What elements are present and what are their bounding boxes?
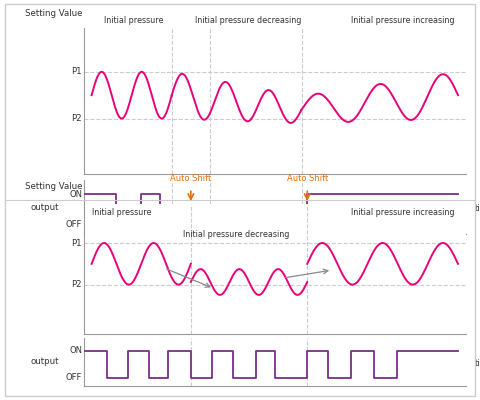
Text: P2: P2 [72,280,82,289]
Text: P1: P1 [72,238,82,248]
Text: P2: P2 [72,114,82,123]
Text: ON: ON [69,346,82,355]
Text: Initial pressure increasing: Initial pressure increasing [351,16,454,25]
Text: Initial pressure decreasing: Initial pressure decreasing [183,230,290,239]
Text: Auto Shift: Auto Shift [170,174,212,183]
Text: Initial pressure decreasing: Initial pressure decreasing [195,16,301,25]
Text: time: time [475,358,480,368]
Text: ON: ON [69,190,82,198]
Text: output: output [31,358,59,366]
Text: Auto Shift: Auto Shift [287,174,328,183]
Text: Initial pressure: Initial pressure [104,16,163,25]
Text: Setting Value: Setting Value [24,9,82,18]
Text: OFF: OFF [66,373,82,382]
Text: time: time [475,204,480,213]
Text: P1: P1 [72,67,82,76]
Text: output: output [31,202,59,212]
Text: OFF: OFF [66,220,82,229]
Text: Initial pressure increasing: Initial pressure increasing [351,208,454,217]
Text: Initial pressure: Initial pressure [93,208,152,217]
Text: Setting Value: Setting Value [24,182,82,191]
Text: [Existing model]: [Existing model] [232,264,318,274]
